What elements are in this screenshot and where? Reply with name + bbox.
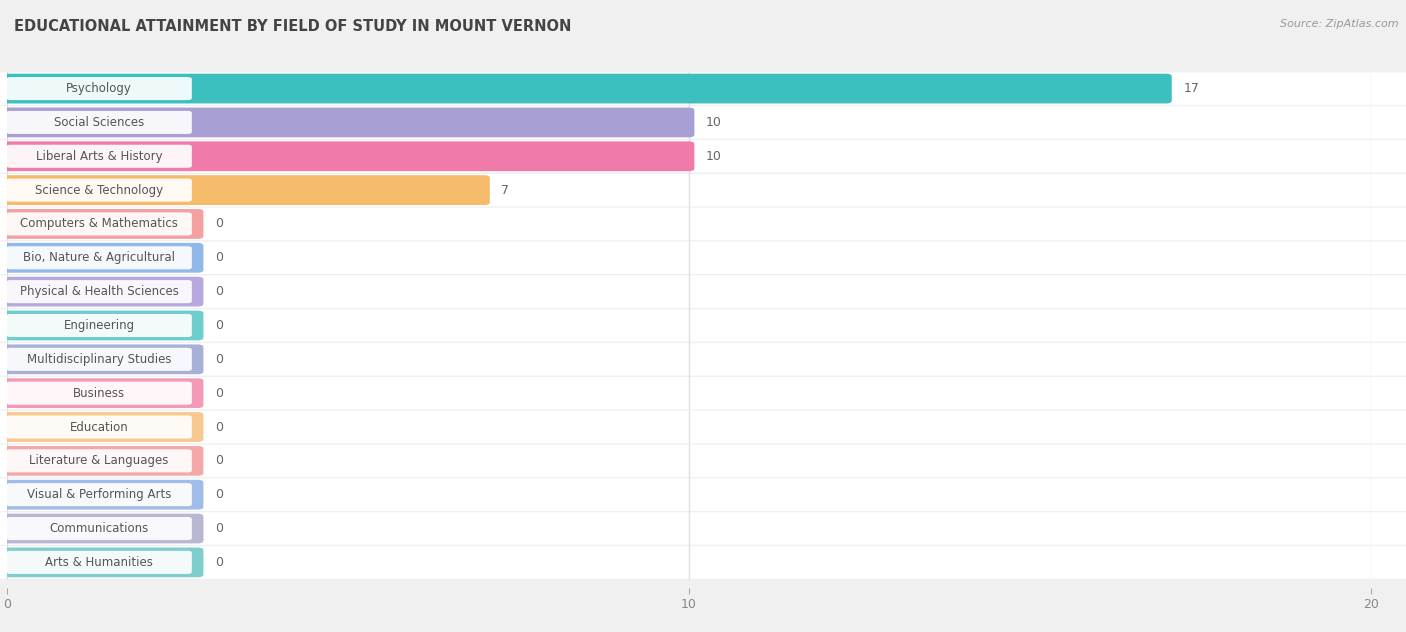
FancyBboxPatch shape [7, 179, 191, 202]
FancyBboxPatch shape [7, 551, 191, 574]
Text: Psychology: Psychology [66, 82, 132, 95]
Text: Science & Technology: Science & Technology [35, 184, 163, 197]
FancyBboxPatch shape [0, 444, 1406, 477]
Text: Computers & Mathematics: Computers & Mathematics [20, 217, 179, 231]
FancyBboxPatch shape [0, 276, 1406, 308]
FancyBboxPatch shape [0, 343, 1406, 375]
FancyBboxPatch shape [1, 175, 489, 205]
Text: 0: 0 [215, 522, 224, 535]
FancyBboxPatch shape [7, 145, 191, 168]
Text: Literature & Languages: Literature & Languages [30, 454, 169, 467]
FancyBboxPatch shape [0, 513, 1406, 545]
Text: Communications: Communications [49, 522, 149, 535]
FancyBboxPatch shape [1, 310, 204, 341]
Text: 0: 0 [215, 454, 224, 467]
Text: Engineering: Engineering [63, 319, 135, 332]
FancyBboxPatch shape [1, 547, 204, 577]
Text: 7: 7 [502, 184, 509, 197]
FancyBboxPatch shape [0, 546, 1406, 579]
FancyBboxPatch shape [7, 348, 191, 371]
FancyBboxPatch shape [1, 480, 204, 509]
Text: 10: 10 [706, 116, 721, 129]
Text: Bio, Nature & Agricultural: Bio, Nature & Agricultural [22, 252, 176, 264]
Text: 0: 0 [215, 420, 224, 434]
FancyBboxPatch shape [7, 517, 191, 540]
FancyBboxPatch shape [7, 212, 191, 236]
Text: Social Sciences: Social Sciences [53, 116, 145, 129]
FancyBboxPatch shape [7, 77, 191, 100]
FancyBboxPatch shape [1, 412, 204, 442]
Text: 0: 0 [215, 319, 224, 332]
Text: 0: 0 [215, 353, 224, 366]
FancyBboxPatch shape [0, 478, 1406, 511]
FancyBboxPatch shape [7, 449, 191, 472]
FancyBboxPatch shape [0, 241, 1406, 274]
Text: 17: 17 [1184, 82, 1199, 95]
Text: EDUCATIONAL ATTAINMENT BY FIELD OF STUDY IN MOUNT VERNON: EDUCATIONAL ATTAINMENT BY FIELD OF STUDY… [14, 19, 571, 34]
FancyBboxPatch shape [7, 382, 191, 404]
Text: Source: ZipAtlas.com: Source: ZipAtlas.com [1281, 19, 1399, 29]
FancyBboxPatch shape [7, 246, 191, 269]
FancyBboxPatch shape [0, 140, 1406, 173]
Text: 0: 0 [215, 556, 224, 569]
Text: 0: 0 [215, 252, 224, 264]
Text: Business: Business [73, 387, 125, 399]
FancyBboxPatch shape [0, 208, 1406, 240]
Text: Education: Education [70, 420, 128, 434]
FancyBboxPatch shape [1, 209, 204, 239]
FancyBboxPatch shape [0, 309, 1406, 342]
FancyBboxPatch shape [7, 415, 191, 439]
FancyBboxPatch shape [1, 277, 204, 307]
FancyBboxPatch shape [1, 107, 695, 137]
FancyBboxPatch shape [0, 106, 1406, 138]
Text: Visual & Performing Arts: Visual & Performing Arts [27, 488, 172, 501]
FancyBboxPatch shape [7, 483, 191, 506]
Text: 0: 0 [215, 488, 224, 501]
Text: Arts & Humanities: Arts & Humanities [45, 556, 153, 569]
FancyBboxPatch shape [1, 344, 204, 374]
FancyBboxPatch shape [7, 280, 191, 303]
Text: 0: 0 [215, 285, 224, 298]
FancyBboxPatch shape [0, 377, 1406, 410]
FancyBboxPatch shape [1, 74, 1171, 104]
FancyBboxPatch shape [0, 411, 1406, 443]
Text: Liberal Arts & History: Liberal Arts & History [35, 150, 163, 163]
FancyBboxPatch shape [1, 514, 204, 544]
Text: 0: 0 [215, 217, 224, 231]
FancyBboxPatch shape [7, 314, 191, 337]
FancyBboxPatch shape [0, 174, 1406, 207]
FancyBboxPatch shape [1, 142, 695, 171]
FancyBboxPatch shape [7, 111, 191, 134]
Text: 0: 0 [215, 387, 224, 399]
FancyBboxPatch shape [1, 379, 204, 408]
FancyBboxPatch shape [1, 243, 204, 272]
Text: 10: 10 [706, 150, 721, 163]
Text: Multidisciplinary Studies: Multidisciplinary Studies [27, 353, 172, 366]
FancyBboxPatch shape [0, 72, 1406, 105]
Text: Physical & Health Sciences: Physical & Health Sciences [20, 285, 179, 298]
FancyBboxPatch shape [1, 446, 204, 476]
